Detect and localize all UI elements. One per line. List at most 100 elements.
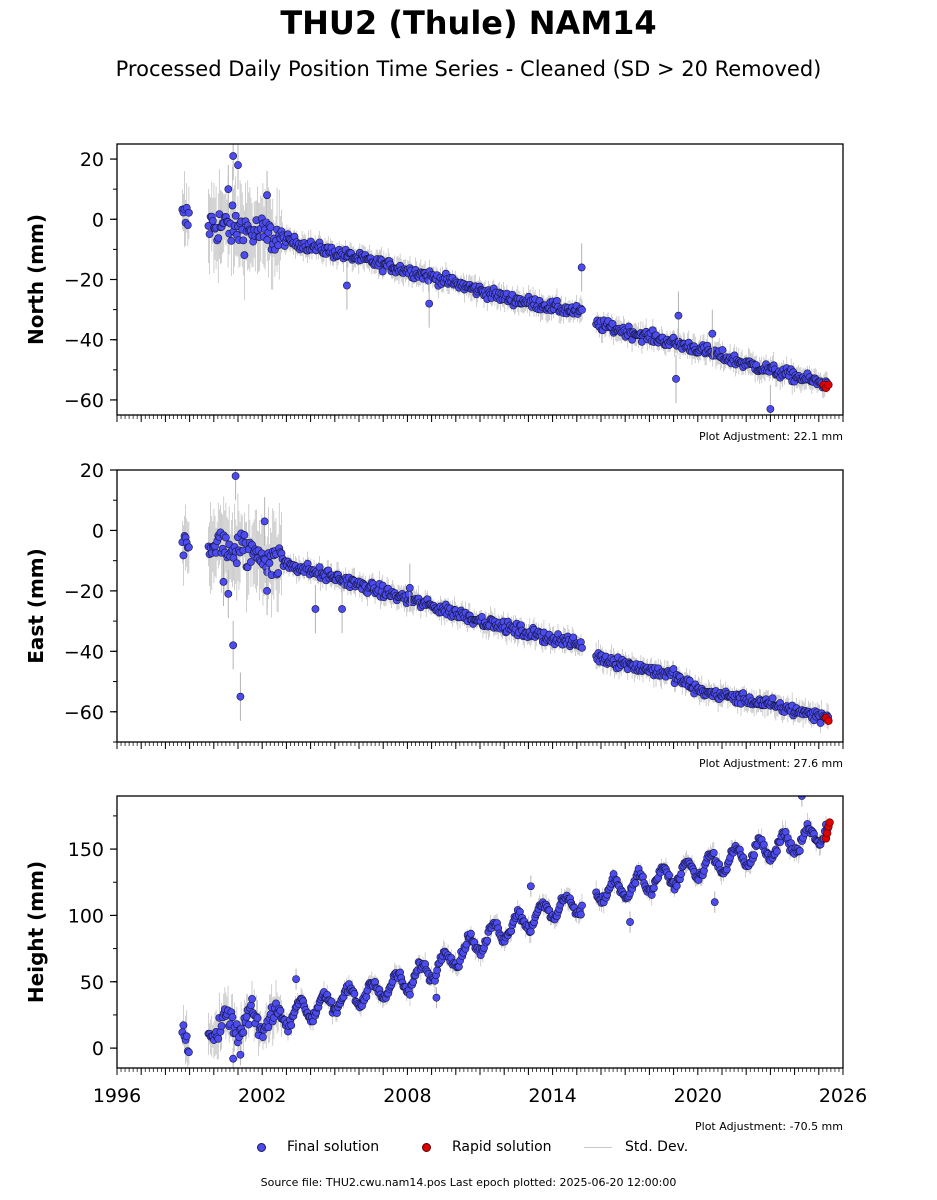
final-solution-point (405, 583, 414, 592)
final-solution-point (665, 871, 674, 879)
final-solution-point (239, 1028, 248, 1037)
x-tick-label: 2014 (528, 1085, 576, 1107)
final-solution-point (217, 1022, 226, 1030)
x-tick-label: 2008 (383, 1085, 431, 1107)
final-solution-point (229, 641, 238, 650)
y-tick-label: 0 (92, 1038, 104, 1060)
final-solution-point (639, 872, 647, 881)
legend-final-marker (257, 1143, 266, 1152)
final-solution-point (248, 994, 256, 1003)
y-tick-label: 0 (92, 520, 104, 542)
final-solution-point (578, 643, 586, 652)
final-solution-point (266, 223, 275, 232)
final-solution-point (247, 558, 255, 566)
y-tick-label: 50 (80, 972, 104, 994)
y-axis-label: East (mm) (24, 548, 48, 664)
final-solution-point (432, 993, 441, 1002)
panel-east (110, 469, 844, 749)
y-tick-label: −40 (64, 330, 104, 352)
final-solution-point (184, 543, 193, 552)
final-solution-point (260, 517, 269, 526)
final-solution-point (239, 236, 248, 245)
final-solution-point (750, 851, 758, 860)
legend-std-label: Std. Dev. (625, 1139, 689, 1155)
final-solution-point (631, 879, 640, 888)
final-solution-point (259, 1033, 267, 1042)
legend-final-label: Final solution (287, 1139, 380, 1155)
final-solution-point (219, 577, 228, 586)
legend-rapid-label: Rapid solution (452, 1139, 552, 1155)
legend-rapid-marker (422, 1143, 431, 1152)
final-solution-point (526, 882, 535, 891)
source-footer: Source file: THU2.cwu.nam14.pos Last epo… (260, 1176, 677, 1189)
final-solution-point (179, 551, 188, 560)
rapid-solution-point (824, 380, 833, 389)
final-solution-point (214, 1034, 223, 1043)
y-axis-label: Height (mm) (24, 861, 48, 1003)
x-tick-label: 2002 (238, 1085, 286, 1107)
data-north (178, 144, 833, 415)
final-solution-point (214, 234, 223, 243)
final-solution-point (247, 1001, 255, 1010)
y-tick-label: 100 (68, 905, 104, 927)
final-solution-point (265, 559, 274, 568)
y-tick-label: −60 (64, 390, 104, 412)
final-solution-point (263, 586, 271, 595)
final-solution-point (274, 569, 283, 577)
final-solution-point (236, 692, 245, 701)
final-solution-point (526, 927, 535, 936)
legend-std-marker (584, 1147, 612, 1148)
plot-adjustment: Plot Adjustment: 22.1 mm (699, 430, 843, 443)
y-tick-label: −40 (64, 641, 104, 663)
final-solution-point (342, 281, 351, 290)
final-solution-point (242, 1012, 251, 1021)
rapid-solution-point (823, 829, 832, 838)
final-solution-point (578, 306, 586, 314)
final-solution-point (577, 910, 585, 919)
final-solution-point (795, 847, 804, 855)
final-solution-point (674, 311, 683, 320)
final-solution-point (179, 1021, 188, 1030)
final-solution-point (184, 1048, 193, 1057)
final-solution-point (327, 997, 336, 1006)
final-solution-point (350, 990, 359, 998)
final-solution-point (467, 929, 475, 938)
final-solution-point (240, 251, 249, 260)
final-solution-point (240, 531, 249, 539)
final-solution-point (608, 319, 617, 328)
x-tick-label: 2020 (674, 1085, 722, 1107)
y-tick-label: 150 (68, 839, 104, 861)
final-solution-point (182, 1032, 191, 1041)
final-solution-point (338, 605, 346, 613)
y-tick-label: 20 (80, 460, 104, 482)
final-solution-point (378, 267, 387, 276)
final-solution-point (672, 882, 681, 890)
final-solution-point (228, 201, 237, 210)
final-solution-point (229, 152, 238, 160)
final-solution-point (483, 936, 492, 945)
final-solution-point (229, 1054, 238, 1063)
final-solution-point (205, 230, 214, 239)
plot-adjustment: Plot Adjustment: -70.5 mm (695, 1120, 843, 1133)
final-solution-point (274, 241, 283, 250)
final-solution-point (264, 1023, 273, 1032)
final-solution-point (626, 918, 634, 926)
rapid-solution-point (825, 818, 834, 827)
final-solution-point (710, 898, 719, 907)
rapid-solution-point (824, 716, 833, 725)
final-solution-point (425, 299, 434, 308)
final-solution-point (718, 346, 727, 354)
data-east (178, 470, 833, 734)
x-tick-label: 1996 (93, 1085, 141, 1107)
final-solution-point (276, 1006, 285, 1015)
final-solution-point (231, 211, 240, 220)
final-solution-point (677, 870, 686, 879)
final-solution-point (578, 901, 586, 910)
legend: Final solution Rapid solution Std. Dev. (0, 1136, 937, 1158)
final-solution-point (228, 1013, 237, 1022)
final-solution-point (773, 847, 781, 856)
final-solution-point (231, 472, 240, 480)
y-tick-label: 20 (80, 149, 104, 171)
final-solution-point (253, 1014, 262, 1022)
